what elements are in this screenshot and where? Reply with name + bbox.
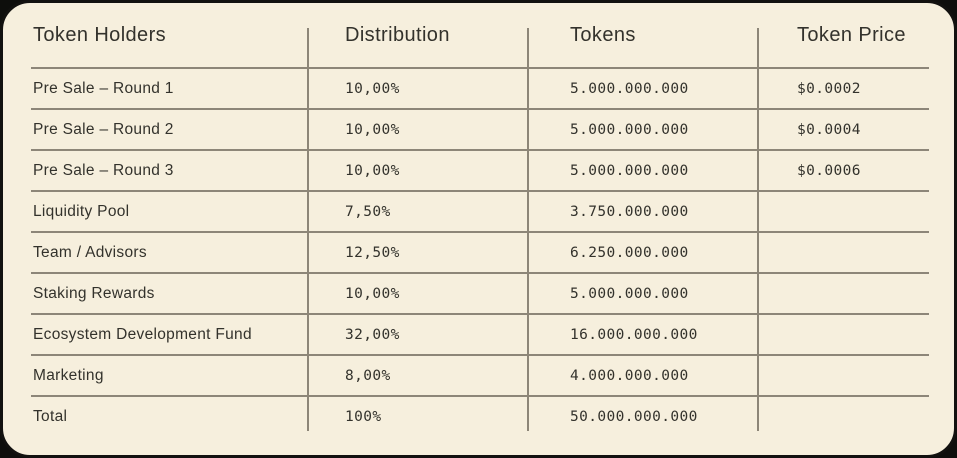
cell-holder: Pre Sale – Round 2 [33,120,174,138]
cell-tokens: 5.000.000.000 [570,80,689,97]
cell-price: $0.0006 [797,162,861,179]
cell-tokens: 4.000.000.000 [570,367,689,384]
row-divider [31,108,929,110]
column-divider [307,28,309,431]
cell-tokens: 5.000.000.000 [570,162,689,179]
cell-tokens: 5.000.000.000 [570,121,689,138]
cell-tokens: 6.250.000.000 [570,244,689,261]
row-divider [31,313,929,315]
table-row: Team / Advisors 12,50% 6.250.000.000 [3,233,954,272]
row-divider [31,272,929,274]
table-row: Pre Sale – Round 1 10,00% 5.000.000.000 … [3,69,954,108]
column-header-token-price: Token Price [797,23,906,46]
table-row-total: Total 100% 50.000.000.000 [3,397,954,436]
cell-tokens: 5.000.000.000 [570,285,689,302]
cell-holder: Ecosystem Development Fund [33,325,252,343]
row-divider [31,67,929,69]
cell-holder: Pre Sale – Round 1 [33,79,174,97]
cell-tokens: 16.000.000.000 [570,326,698,343]
table-row: Pre Sale – Round 2 10,00% 5.000.000.000 … [3,110,954,149]
cell-holder: Liquidity Pool [33,202,130,220]
cell-holder: Marketing [33,366,104,384]
cell-distribution: 8,00% [345,367,391,384]
cell-price: $0.0002 [797,80,861,97]
cell-tokens: 50.000.000.000 [570,408,698,425]
cell-distribution: 10,00% [345,121,400,138]
cell-tokens: 3.750.000.000 [570,203,689,220]
column-divider [527,28,529,431]
cell-holder: Staking Rewards [33,284,155,302]
row-divider [31,231,929,233]
cell-distribution: 12,50% [345,244,400,261]
table-row: Liquidity Pool 7,50% 3.750.000.000 [3,192,954,231]
cell-holder: Team / Advisors [33,243,147,261]
cell-distribution: 10,00% [345,285,400,302]
row-divider [31,354,929,356]
row-divider [31,190,929,192]
cell-holder: Pre Sale – Round 3 [33,161,174,179]
table-row: Ecosystem Development Fund 32,00% 16.000… [3,315,954,354]
column-header-distribution: Distribution [345,23,450,46]
table-row: Pre Sale – Round 3 10,00% 5.000.000.000 … [3,151,954,190]
column-header-tokens: Tokens [570,23,636,46]
column-divider [757,28,759,431]
cell-distribution: 10,00% [345,80,400,97]
row-divider [31,149,929,151]
cell-distribution: 32,00% [345,326,400,343]
cell-distribution: 100% [345,408,382,425]
table-row: Marketing 8,00% 4.000.000.000 [3,356,954,395]
table-header-row: Token Holders Distribution Tokens Token … [3,3,954,67]
cell-holder: Total [33,407,68,425]
cell-distribution: 7,50% [345,203,391,220]
row-divider [31,395,929,397]
column-header-token-holders: Token Holders [33,23,167,46]
table-row: Staking Rewards 10,00% 5.000.000.000 [3,274,954,313]
cell-price: $0.0004 [797,121,861,138]
cell-distribution: 10,00% [345,162,400,179]
